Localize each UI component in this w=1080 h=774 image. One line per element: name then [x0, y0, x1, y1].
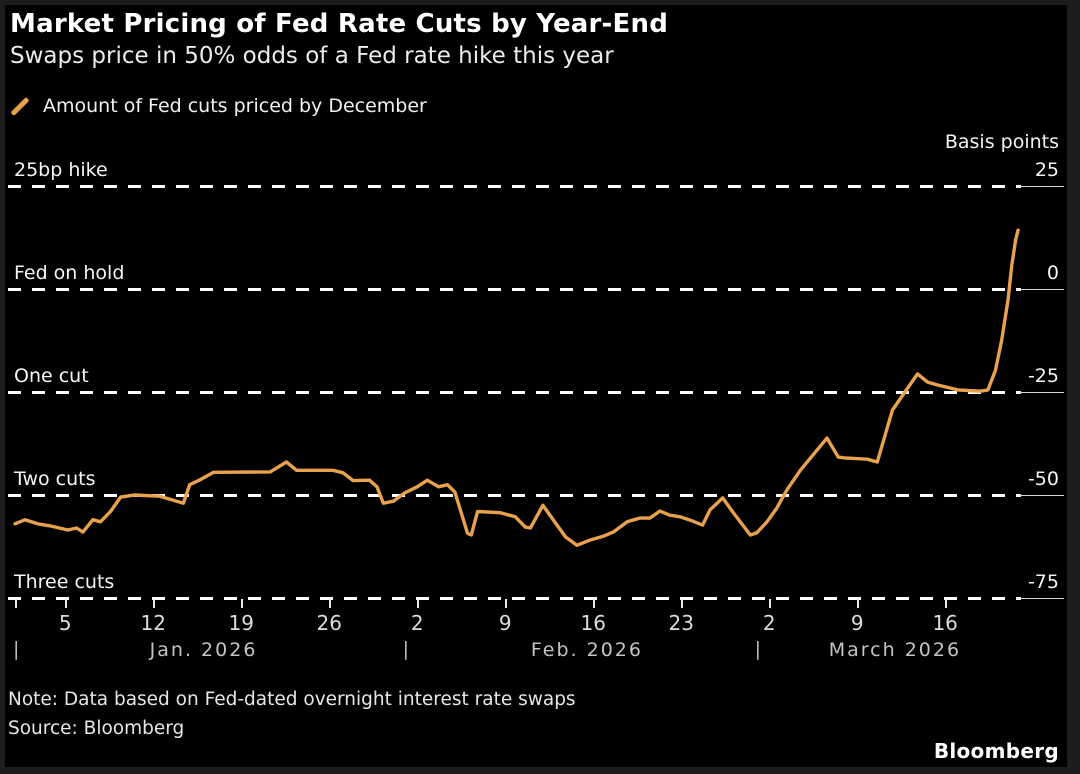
y-tick-label: 0	[1046, 262, 1059, 284]
chart-title: Market Pricing of Fed Rate Cuts by Year-…	[10, 9, 669, 39]
month-label: Feb. 2026	[530, 639, 643, 661]
x-tick-mark	[945, 599, 948, 608]
y-tick-label: -25	[1027, 365, 1059, 387]
gridline-label: Fed on hold	[14, 262, 125, 284]
gridline-label: 25bp hike	[14, 159, 108, 181]
month-label: Jan. 2026	[149, 639, 258, 661]
gridline-solid-end	[1018, 392, 1064, 393]
x-tick-label: 9	[850, 611, 864, 635]
fed-cuts-price-line	[13, 228, 1020, 547]
x-tick-mark	[681, 599, 684, 608]
x-tick-mark	[15, 599, 17, 608]
x-tick-mark	[65, 599, 68, 608]
gridline-dashed	[8, 185, 1021, 188]
chart-subtitle: Swaps price in 50% odds of a Fed rate hi…	[10, 43, 614, 69]
x-tick-label: 2	[762, 611, 776, 635]
gridline-dashed	[8, 288, 1021, 291]
x-tick-mark	[769, 599, 772, 608]
bloomberg-logo: Bloomberg	[933, 739, 1059, 763]
x-tick-mark	[593, 599, 596, 608]
chart-card: Market Pricing of Fed Rate Cuts by Year-…	[5, 5, 1067, 767]
legend-line-swatch-icon	[10, 96, 30, 116]
x-tick-mark	[417, 599, 420, 608]
source-text: Source: Bloomberg	[8, 718, 185, 739]
gridline-solid-end	[1018, 186, 1064, 187]
legend: Amount of Fed cuts priced by December	[9, 93, 427, 119]
gridline-solid-end	[1018, 289, 1064, 290]
x-tick-label: 5	[58, 611, 72, 635]
footnote: Note: Data based on Fed-dated overnight …	[8, 685, 576, 743]
x-tick-mark	[153, 599, 156, 608]
x-tick-label: 2	[410, 611, 424, 635]
x-tick-mark	[241, 599, 244, 608]
x-tick-mark	[857, 599, 860, 608]
gridline-dashed	[8, 597, 1021, 600]
x-tick-mark	[505, 599, 508, 608]
gridline-label: One cut	[14, 365, 89, 387]
month-separator: |	[402, 638, 410, 660]
gridline-dashed	[8, 391, 1021, 394]
x-tick-label: 16	[580, 611, 606, 635]
x-tick-mark	[329, 599, 332, 608]
month-separator: |	[13, 638, 20, 660]
x-tick-label: 19	[228, 611, 254, 635]
gridline-dashed	[8, 494, 1021, 497]
x-tick-label: 23	[668, 611, 694, 635]
x-tick-label: 12	[140, 611, 166, 635]
x-tick-label: 16	[932, 611, 958, 635]
y-axis-unit-label: Basis points	[944, 131, 1059, 153]
gridline-solid-end	[1018, 598, 1064, 599]
gridline-solid-end	[1018, 495, 1064, 496]
gridline-label: Three cuts	[14, 571, 115, 593]
y-tick-label: -75	[1027, 571, 1059, 593]
y-tick-label: -50	[1027, 468, 1059, 490]
note-text: Note: Data based on Fed-dated overnight …	[8, 689, 576, 710]
gridline-label: Two cuts	[14, 468, 96, 490]
x-tick-label: 9	[498, 611, 512, 635]
y-tick-label: 25	[1034, 159, 1059, 181]
legend-label: Amount of Fed cuts priced by December	[43, 95, 427, 117]
month-separator: |	[754, 638, 762, 660]
x-tick-label: 26	[316, 611, 342, 635]
month-label: March 2026	[828, 639, 962, 661]
